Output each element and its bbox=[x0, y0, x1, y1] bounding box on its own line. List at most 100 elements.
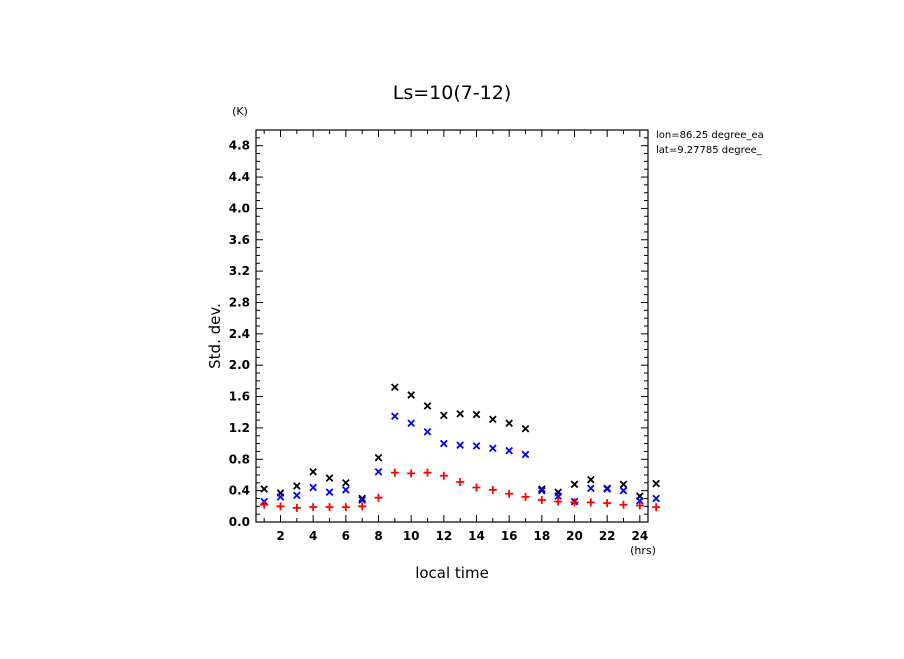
marks-layer bbox=[260, 383, 661, 512]
data-point bbox=[407, 469, 416, 478]
data-point bbox=[537, 485, 546, 493]
data-point bbox=[358, 494, 367, 503]
data-point bbox=[390, 383, 399, 391]
data-point bbox=[423, 468, 432, 477]
data-point bbox=[423, 402, 432, 410]
y-tick-label: 2.8 bbox=[229, 295, 250, 309]
x-tick-label: 20 bbox=[566, 529, 583, 543]
y-tick-label: 4.4 bbox=[229, 170, 250, 184]
data-point bbox=[521, 450, 530, 459]
data-point bbox=[456, 478, 465, 487]
data-point bbox=[456, 441, 465, 450]
y-tick-label: 3.6 bbox=[229, 233, 250, 247]
data-point bbox=[260, 500, 269, 509]
x-unit-label: (hrs) bbox=[630, 544, 656, 557]
data-point bbox=[439, 411, 448, 420]
data-point bbox=[652, 503, 661, 512]
data-point bbox=[586, 475, 595, 484]
x-tick-label: 4 bbox=[309, 529, 317, 543]
data-point bbox=[276, 493, 285, 501]
annotation-lat: lat=9.27785 degree_ bbox=[656, 145, 763, 156]
x-tick-label: 8 bbox=[374, 529, 382, 543]
data-point bbox=[390, 412, 399, 420]
data-point bbox=[292, 482, 301, 490]
ticks-layer: 2 4 6 8 10 12 14 16 18 20 22 240.00.40.81.21.62.02.… bbox=[229, 129, 648, 543]
data-point bbox=[325, 503, 334, 512]
x-tick-label: 22 bbox=[599, 529, 616, 543]
x-tick-label: 18 bbox=[533, 529, 550, 543]
data-point bbox=[407, 391, 416, 399]
data-point bbox=[407, 419, 416, 428]
data-point bbox=[456, 409, 465, 418]
data-point bbox=[374, 493, 383, 502]
data-point bbox=[570, 480, 579, 489]
data-point bbox=[586, 484, 595, 493]
data-point bbox=[260, 485, 269, 493]
data-point bbox=[635, 496, 644, 505]
data-point bbox=[537, 496, 546, 505]
x-tick-label: 12 bbox=[435, 529, 452, 543]
data-point bbox=[309, 467, 318, 476]
x-axis-label: local time bbox=[415, 564, 489, 582]
data-point bbox=[423, 428, 432, 436]
y-axis-label: Std. dev. bbox=[206, 303, 224, 369]
y-tick-label: 4.0 bbox=[229, 201, 250, 215]
data-point bbox=[554, 492, 563, 500]
y-tick-label: 0.8 bbox=[229, 452, 250, 466]
x-tick-label: 10 bbox=[403, 529, 420, 543]
data-point bbox=[619, 500, 628, 509]
data-point bbox=[472, 442, 481, 450]
data-point bbox=[374, 453, 383, 462]
data-point bbox=[554, 497, 563, 506]
chart-title: Ls=10(7-12) bbox=[393, 82, 512, 104]
data-point bbox=[505, 419, 514, 428]
data-point bbox=[619, 486, 628, 495]
y-tick-label: 3.2 bbox=[229, 264, 250, 278]
data-point bbox=[603, 499, 612, 508]
data-point bbox=[521, 424, 530, 433]
data-point bbox=[309, 483, 318, 492]
y-tick-label: 2.0 bbox=[229, 358, 250, 372]
data-point bbox=[505, 489, 514, 498]
data-point bbox=[635, 501, 644, 510]
x-tick-label: 6 bbox=[342, 529, 350, 543]
data-point bbox=[292, 491, 301, 500]
data-point bbox=[341, 503, 350, 512]
y-tick-label: 1.6 bbox=[229, 390, 250, 404]
data-point bbox=[472, 483, 481, 492]
x-tick-label: 16 bbox=[501, 529, 518, 543]
data-point bbox=[537, 486, 546, 495]
series-2 bbox=[260, 468, 661, 512]
y-tick-label: 0.0 bbox=[229, 515, 250, 529]
y-tick-label: 1.2 bbox=[229, 421, 250, 435]
data-point bbox=[390, 468, 399, 477]
series-1 bbox=[260, 412, 661, 506]
data-point bbox=[619, 480, 628, 489]
data-point bbox=[652, 479, 661, 488]
x-tick-label: 24 bbox=[631, 529, 648, 543]
data-point bbox=[586, 498, 595, 507]
annotation-lon: lon=86.25 degree_ea bbox=[656, 130, 764, 141]
data-point bbox=[341, 486, 350, 494]
data-point bbox=[488, 444, 497, 453]
data-point bbox=[652, 494, 661, 503]
y-tick-label: 0.4 bbox=[229, 484, 250, 498]
y-tick-label: 4.8 bbox=[229, 139, 250, 153]
series-0 bbox=[260, 383, 661, 503]
data-point bbox=[521, 492, 530, 501]
data-point bbox=[374, 467, 383, 476]
data-point bbox=[472, 410, 481, 419]
data-point bbox=[341, 478, 350, 487]
data-point bbox=[439, 439, 448, 448]
data-point bbox=[325, 474, 334, 482]
data-point bbox=[292, 503, 301, 512]
plot-frame bbox=[255, 129, 649, 523]
y-tick-label: 2.4 bbox=[229, 327, 250, 341]
data-point bbox=[488, 485, 497, 494]
data-point bbox=[325, 488, 334, 497]
data-point bbox=[276, 502, 285, 511]
data-point bbox=[603, 485, 612, 493]
data-point bbox=[505, 446, 514, 455]
